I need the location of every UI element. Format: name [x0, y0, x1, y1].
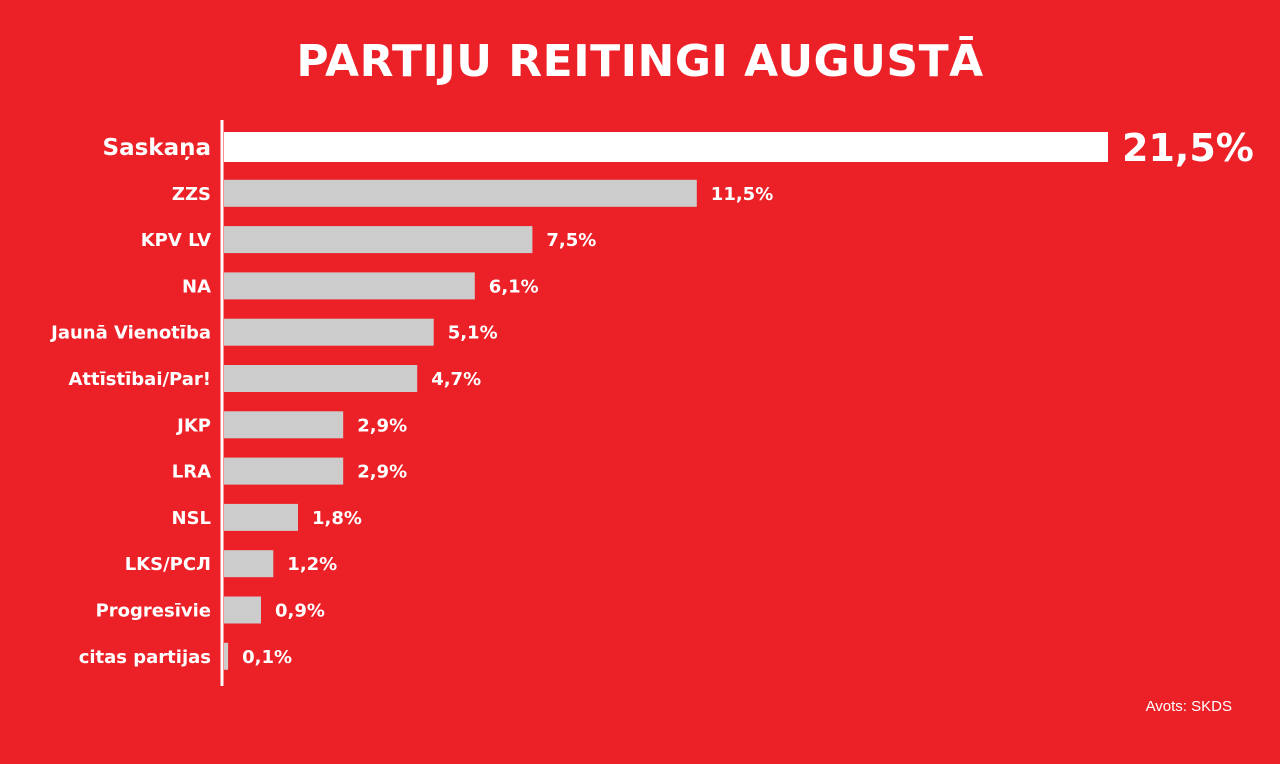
chart-title: PARTIJU REITINGI AUGUSTĀ [296, 36, 984, 87]
bar-nsl [224, 503, 298, 531]
value-label-zzs: 11,5% [711, 184, 773, 205]
value-label-lra: 2,9% [357, 462, 407, 483]
value-label-na: 6,1% [489, 276, 539, 297]
category-label-saskana: Saskaņa [103, 135, 212, 161]
bar-saskana [224, 132, 1108, 162]
bar-progresivie [224, 596, 261, 624]
bar-lra [224, 457, 344, 485]
value-label-lks: 1,2% [287, 554, 337, 575]
bar-na [224, 272, 475, 300]
category-label-kpv-lv: KPV LV [141, 230, 211, 251]
value-label-citas-partijas: 0,1% [242, 647, 292, 668]
category-label-citas-partijas: citas partijas [79, 647, 211, 668]
category-label-attistibai-par: Attīstībai/Par! [68, 369, 211, 390]
value-label-saskana: 21,5% [1122, 126, 1254, 170]
value-label-nsl: 1,8% [312, 508, 362, 529]
bar-jauna-vienotiba [224, 318, 434, 346]
value-label-jauna-vienotiba: 5,1% [448, 323, 498, 344]
bar-zzs [224, 179, 697, 207]
bar-attistibai-par [224, 365, 418, 392]
bars-layer: Saskaņa 21,5% ZZS 11,5% KPV LV 7,5% NA 6,1% Jaun… [49, 126, 1254, 670]
source-note: Avots: SKDS [1145, 698, 1232, 715]
value-label-progresivie: 0,9% [275, 601, 325, 622]
bar-jkp [224, 411, 344, 439]
category-label-lra: LRA [172, 462, 211, 483]
category-label-nsl: NSL [172, 508, 212, 529]
value-label-kpv-lv: 7,5% [546, 230, 596, 251]
category-label-jauna-vienotiba: Jaunā Vienotība [49, 323, 211, 344]
category-label-lks: LKS/РСЛ [125, 554, 211, 575]
category-label-na: NA [182, 276, 211, 297]
category-label-zzs: ZZS [172, 184, 211, 205]
bar-citas-partijas [224, 642, 229, 670]
value-label-jkp: 2,9% [357, 415, 407, 436]
bar-lks [224, 550, 274, 578]
bar-kpv-lv [224, 226, 533, 254]
category-label-progresivie: Progresīvie [96, 601, 211, 622]
category-label-jkp: JKP [175, 415, 211, 436]
value-label-attistibai-par: 4,7% [431, 369, 481, 390]
